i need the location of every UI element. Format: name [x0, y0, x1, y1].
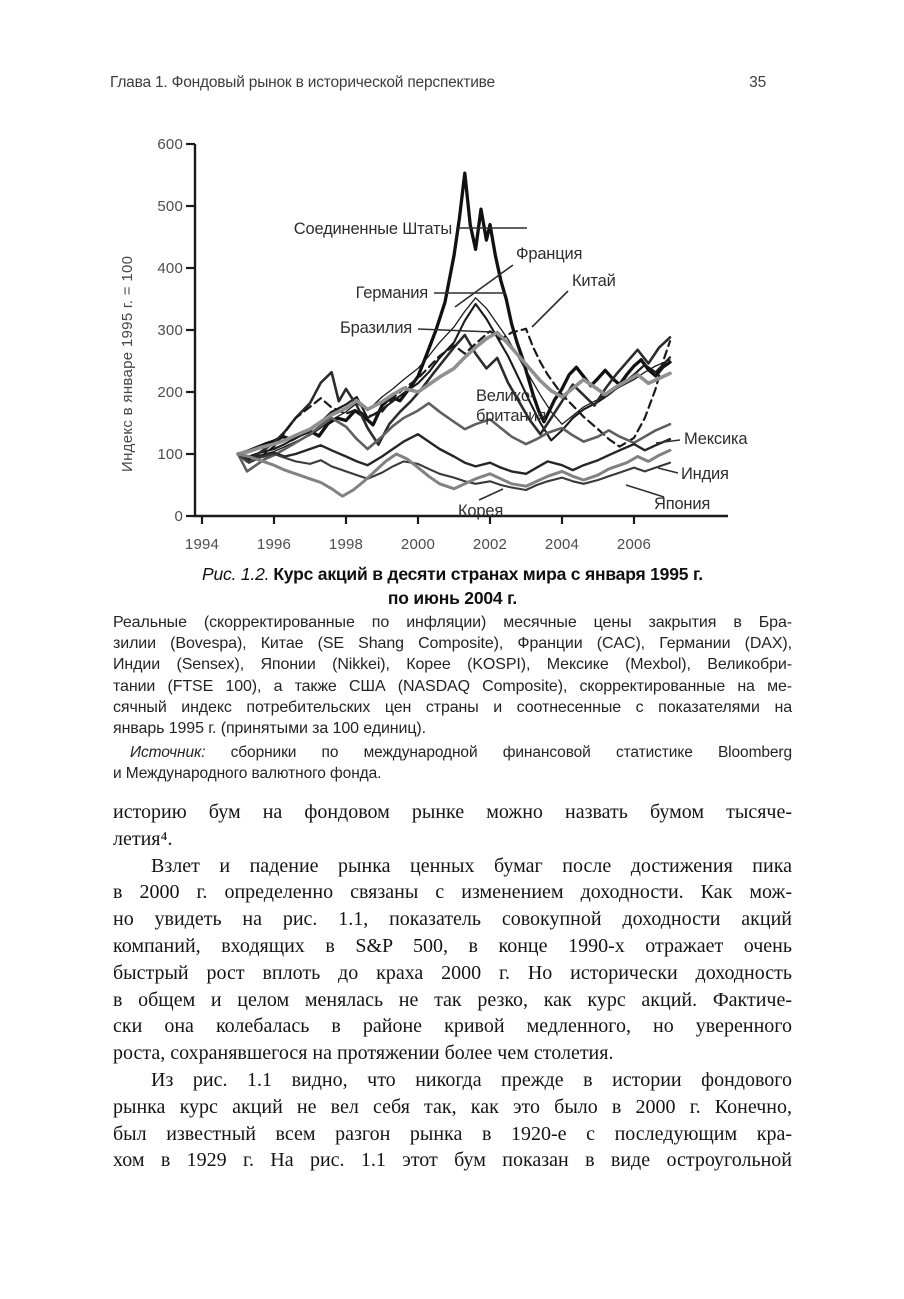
figure-caption-line2: по июнь 2004 г.	[387, 588, 518, 608]
y-tick-label: 0	[174, 508, 183, 525]
chapter-title: Глава 1. Фондовый рынок в исторической п…	[110, 74, 495, 91]
series-label-uk: британия	[476, 407, 546, 425]
y-tick-label: 200	[157, 384, 183, 401]
y-tick-label: 300	[157, 322, 183, 339]
figure-caption-line1: Рис. 1.2. Курс акций в десяти странах мир…	[202, 564, 703, 584]
annotation-leader-japan	[625, 484, 665, 498]
figure-source-line2: и Международного валютного фонда.	[113, 765, 382, 782]
series-label-brazil: Бразилия	[340, 319, 412, 337]
body-line: в 2000 г. определенно связаны с изменени…	[113, 881, 792, 904]
stock-price-chart: 0 100 200 300 400 500 600 1994 1996 1998 2000 2002 2…	[157, 136, 748, 553]
body-text: историю бум на фондовом рынке можно назв…	[113, 799, 792, 1174]
series-line-japan	[236, 452, 672, 492]
note-line: зилии (Bovespa), Китае (SE Shang Composi…	[113, 635, 792, 653]
annotation-leader-korea	[478, 488, 504, 501]
figure-source-line1: Источник: сборники по международной фина…	[113, 742, 792, 763]
series-label-china: Китай	[572, 272, 616, 290]
annotation-leader-mexico	[655, 439, 681, 444]
annotation-leader-india	[657, 467, 679, 474]
note-line: Индии (Sensex), Японии (Nikkei), Корее (…	[113, 656, 792, 674]
series-line-mexico	[236, 401, 672, 473]
series-label-uk: Велико-	[476, 387, 535, 405]
body-line: Взлет и падение рынка ценных бумаг после…	[151, 854, 792, 877]
annotation-leader-brazil	[417, 328, 493, 333]
annotation-leader-china	[531, 290, 569, 328]
series-line-india	[236, 433, 672, 475]
figure-note: Реальные (скорректированные по инфляции)…	[113, 612, 792, 739]
body-line: рынка курс акций не вел себя так, как эт…	[113, 1095, 792, 1118]
body-line: быстрый рост вплоть до краха 2000 г. Но …	[113, 961, 792, 984]
page-number: 35	[749, 74, 766, 91]
series-line-us	[236, 171, 672, 456]
series-line-korea	[236, 448, 672, 498]
paragraph: историю бум на фондовом рынке можно назв…	[113, 799, 792, 853]
series-label-us: Соединенные Штаты	[294, 220, 452, 238]
note-line: сячный индекс потребительских цен страны…	[113, 698, 792, 716]
body-line: Из рис. 1.1 видно, что никогда прежде в …	[151, 1068, 792, 1091]
y-tick-label: 100	[157, 446, 183, 463]
body-line: хом в 1929 г. На рис. 1.1 этот бум показ…	[113, 1149, 792, 1172]
x-tick-label: 2004	[545, 536, 579, 553]
annotation-leader-france	[454, 264, 514, 308]
note-line: Реальные (скорректированные по инфляции)…	[113, 614, 792, 631]
x-tick-label: 2000	[401, 536, 435, 553]
source-label: Источник:	[130, 744, 206, 761]
body-line: компаний, входящих в S&P 500, в конце 19…	[113, 934, 792, 957]
x-tick-label: 1996	[257, 536, 291, 553]
source-text: сборники по международной финансовой ста…	[230, 744, 792, 761]
figure-number: Рис. 1.2.	[202, 564, 270, 584]
series-label-india: Индия	[681, 465, 729, 483]
body-line: летия⁴.	[113, 827, 173, 850]
y-tick-label: 400	[157, 260, 183, 277]
series-label-japan: Япония	[654, 495, 710, 513]
body-line: но увидеть на рис. 1.1, показатель совок…	[113, 908, 792, 931]
body-line: ски она колебалась в районе кривой медле…	[113, 1015, 792, 1038]
series-label-germany: Германия	[356, 284, 428, 302]
x-tick-label: 2002	[473, 536, 507, 553]
body-line: был известный всем разгон рынка в 1920-е…	[113, 1122, 792, 1145]
body-line: историю бум на фондовом рынке можно назв…	[113, 801, 792, 823]
series-label-korea: Корея	[458, 502, 503, 520]
series-label-france: Франция	[516, 245, 582, 263]
x-tick-label: 1998	[329, 536, 363, 553]
series-line-uk	[236, 330, 672, 456]
x-tick-label: 2006	[617, 536, 651, 553]
y-tick-label: 500	[157, 198, 183, 215]
series-line-brazil	[236, 333, 672, 463]
body-line: роста, сохранявшегося на протяжении боле…	[113, 1042, 614, 1065]
body-line: в общем и целом менялась не так резко, к…	[113, 988, 792, 1011]
running-head: Глава 1. Фондовый рынок в исторической п…	[110, 74, 766, 92]
paragraph: Из рис. 1.1 видно, что никогда прежде в …	[113, 1067, 792, 1174]
figure-source: Источник: сборники по международной фина…	[113, 742, 792, 784]
note-line: тании (FTSE 100), а также США (NASDAQ Co…	[113, 677, 792, 695]
note-line: январь 1995 г. (принятыми за 100 единиц)…	[113, 720, 427, 738]
figure-caption: Рис. 1.2. Курс акций в десяти странах мир…	[113, 562, 792, 610]
paragraph: Взлет и падение рынка ценных бумаг после…	[113, 853, 792, 1067]
y-tick-label: 600	[157, 136, 183, 153]
series-label-mexico: Мексика	[684, 430, 748, 448]
x-tick-label: 1994	[185, 536, 219, 553]
